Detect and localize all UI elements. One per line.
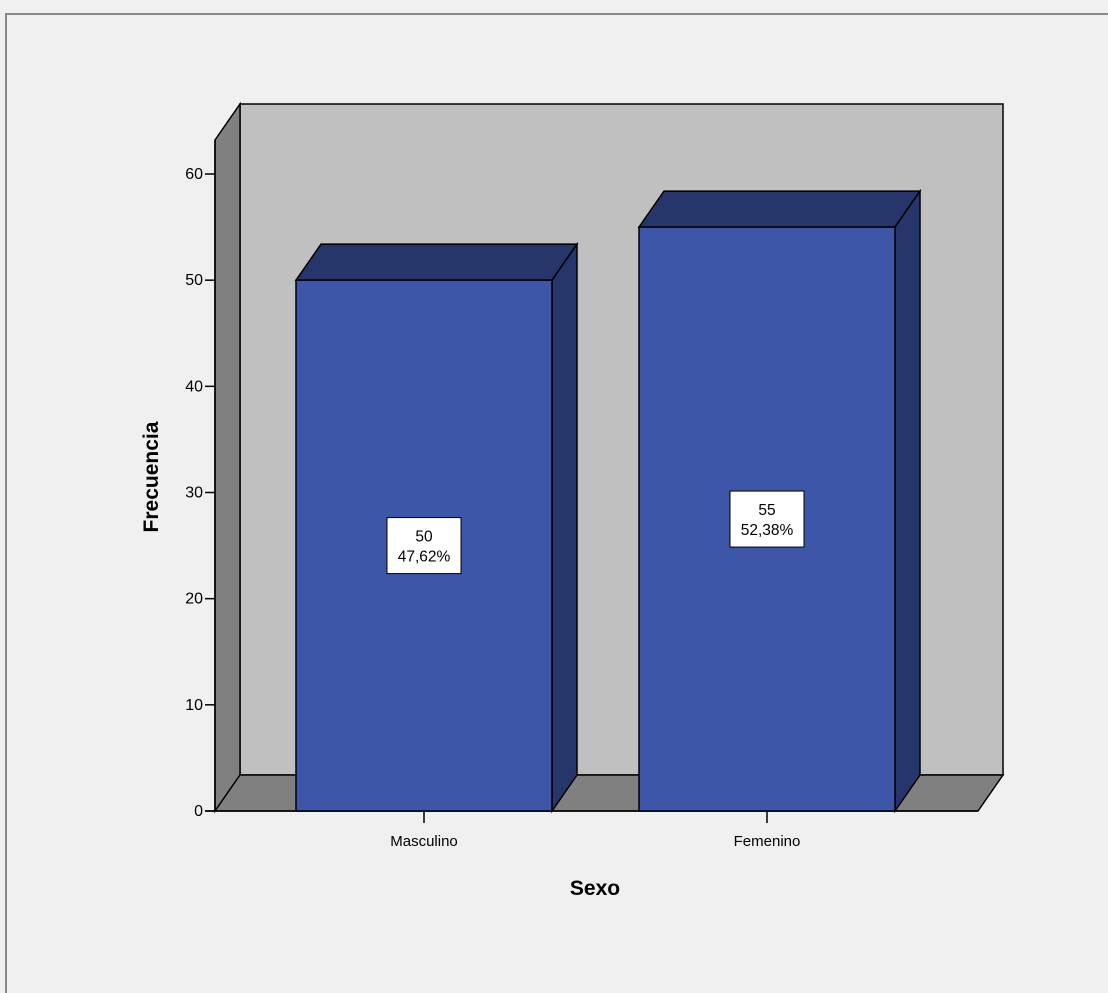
bars: 50 47,62% 55 52,38% bbox=[294, 188, 922, 814]
x-axis-title: Sexo bbox=[570, 877, 620, 900]
y-axis: 0 10 20 30 40 50 60 bbox=[185, 140, 216, 820]
x-tick-label: Femenino bbox=[734, 833, 801, 850]
data-label: 55 52,38% bbox=[729, 490, 805, 548]
y-tick-label: 10 bbox=[185, 697, 203, 714]
bar-femenino: 55 52,38% bbox=[637, 188, 922, 814]
y-tick-label: 50 bbox=[185, 272, 203, 289]
y-axis-title: Frecuencia bbox=[140, 421, 163, 532]
left-wall bbox=[214, 101, 241, 814]
data-label-percent: 52,38% bbox=[741, 522, 794, 539]
data-label-count: 50 bbox=[415, 529, 433, 546]
bar-side bbox=[894, 188, 921, 814]
y-tick-label: 60 bbox=[185, 166, 203, 183]
bar-masculino: 50 47,62% bbox=[294, 241, 579, 814]
x-axis: Masculino Femenino bbox=[205, 810, 978, 850]
data-label-percent: 47,62% bbox=[398, 549, 451, 566]
data-label-box bbox=[729, 490, 805, 548]
data-label: 50 47,62% bbox=[386, 517, 462, 575]
y-tick-label: 0 bbox=[194, 803, 203, 820]
data-label-box bbox=[386, 517, 462, 575]
data-label-count: 55 bbox=[758, 502, 775, 519]
y-tick-label: 40 bbox=[185, 378, 203, 395]
y-tick-label: 20 bbox=[185, 591, 203, 608]
x-tick-label: Masculino bbox=[390, 833, 458, 850]
y-tick-label: 30 bbox=[185, 485, 203, 502]
chart-border bbox=[5, 13, 1108, 993]
bar-side bbox=[551, 241, 578, 814]
bar-top bbox=[294, 243, 579, 281]
bar-top bbox=[637, 190, 922, 228]
